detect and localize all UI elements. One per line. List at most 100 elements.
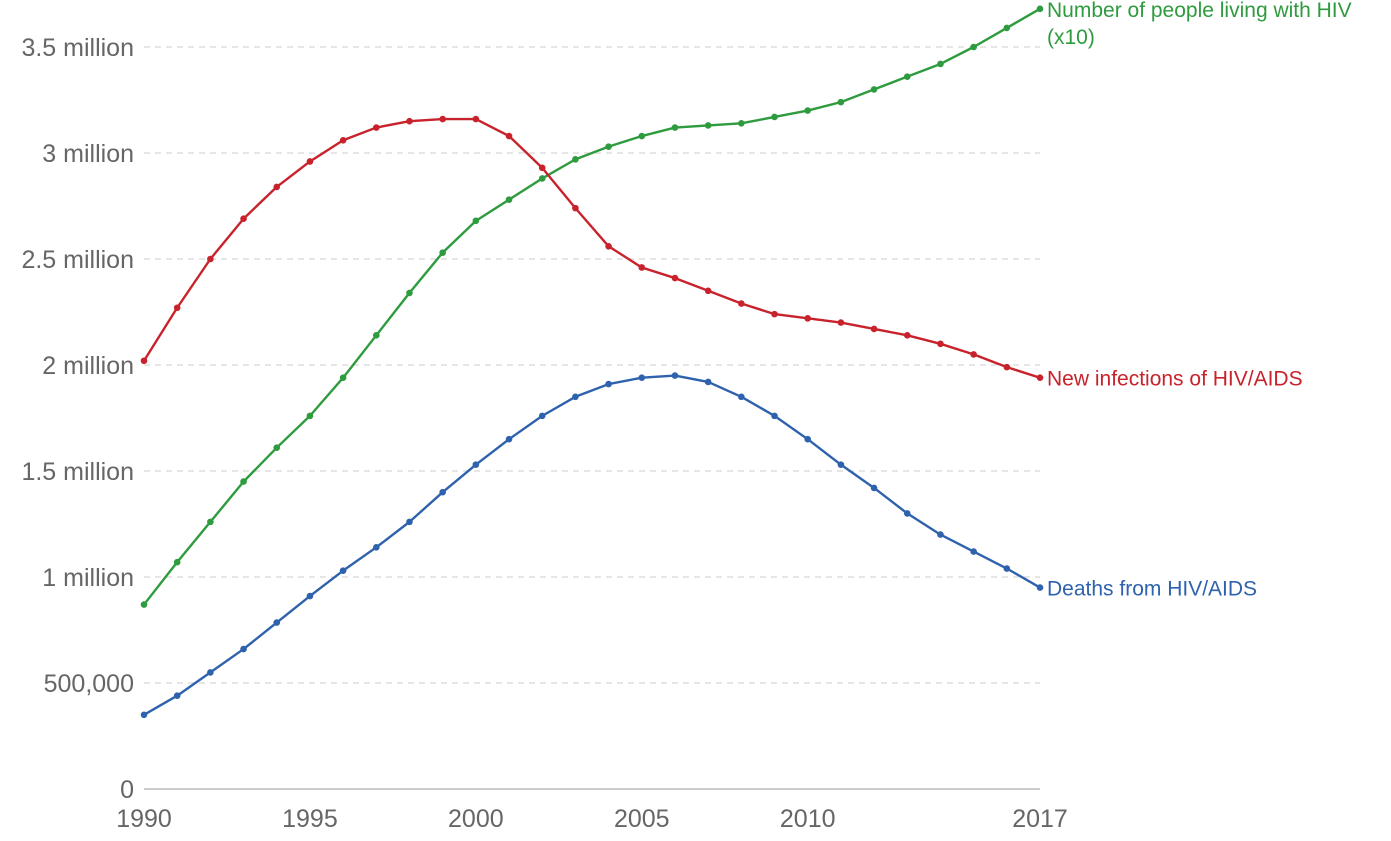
data-point[interactable] [605,380,612,388]
data-point[interactable] [837,98,845,106]
data-point[interactable] [439,488,446,496]
data-point[interactable] [870,86,878,93]
data-point[interactable] [439,115,446,123]
data-point[interactable] [704,287,712,295]
data-point[interactable] [870,484,878,492]
x-tick-label: 2017 [1012,805,1068,833]
data-point[interactable] [704,122,712,129]
data-point[interactable] [140,357,148,365]
data-point[interactable] [406,518,413,526]
data-point[interactable] [173,304,181,312]
x-tick-label: 2010 [780,805,836,833]
data-point[interactable] [372,544,380,551]
data-point[interactable] [605,143,612,150]
data-point[interactable] [937,531,944,538]
data-point[interactable] [1003,363,1011,371]
data-point[interactable] [538,164,546,172]
data-point[interactable] [771,113,778,121]
data-point[interactable] [1036,584,1044,591]
data-point[interactable] [638,132,646,140]
data-point[interactable] [638,374,646,382]
data-point[interactable] [671,372,679,379]
data-point[interactable] [207,255,214,263]
data-point[interactable] [207,518,214,526]
y-tick-label: 500,000 [44,670,134,698]
series-line [142,117,1041,379]
data-point[interactable] [140,601,148,608]
data-point[interactable] [970,43,977,51]
series-line [143,374,1041,716]
data-point[interactable] [538,175,546,182]
data-point[interactable] [538,412,546,420]
data-point[interactable] [472,461,480,468]
data-point[interactable] [240,645,247,653]
data-point[interactable] [738,300,745,307]
data-point[interactable] [372,124,380,131]
data-point[interactable] [970,548,977,555]
data-point[interactable] [339,136,347,144]
x-tick-label: 1995 [282,805,338,833]
data-point[interactable] [1003,24,1011,32]
data-point[interactable] [671,274,679,282]
data-point[interactable] [240,215,247,223]
data-point[interactable] [273,619,281,626]
series-label: (x10) [1047,26,1095,49]
data-point[interactable] [406,117,413,125]
series-labels: Number of people living with HIV (x10) New… [1047,0,1352,601]
data-point[interactable] [339,374,347,382]
data-point[interactable] [903,510,911,517]
data-point[interactable] [505,132,513,140]
data-point[interactable] [406,289,413,297]
data-point[interactable] [306,158,314,165]
data-point[interactable] [472,217,480,225]
data-point[interactable] [837,319,845,326]
data-point[interactable] [140,711,148,719]
data-point[interactable] [937,60,944,68]
data-point[interactable] [339,567,347,574]
data-point[interactable] [273,444,281,451]
data-point[interactable] [240,478,247,485]
data-point[interactable] [207,669,214,676]
data-point[interactable] [804,107,812,114]
data-point[interactable] [704,378,712,386]
data-point[interactable] [638,264,646,271]
data-point[interactable] [671,124,679,131]
data-point[interactable] [804,315,812,322]
data-point[interactable] [738,120,745,127]
data-point[interactable] [937,340,944,348]
series-label: New infections of HIV/AIDS [1047,368,1303,391]
data-point[interactable] [173,558,181,566]
data-point[interactable] [738,393,745,401]
data-point[interactable] [771,310,778,318]
data-point[interactable] [1003,565,1011,572]
data-point[interactable] [273,183,281,191]
series-line [143,7,1041,606]
x-axis: 1990 1995 2000 2005 2010 2017 [116,805,1068,833]
data-point[interactable] [472,115,480,123]
data-point[interactable] [439,249,446,256]
data-point[interactable] [771,412,778,420]
data-point[interactable] [173,692,181,700]
data-point[interactable] [306,412,314,420]
data-point[interactable] [1036,374,1044,382]
data-point[interactable] [837,461,845,468]
x-tick-label: 1990 [116,805,172,833]
y-tick-label: 0 [120,776,134,804]
data-point[interactable] [505,435,513,443]
data-point[interactable] [1036,5,1044,13]
x-tick-label: 2005 [614,805,670,833]
data-point[interactable] [572,204,579,212]
series-1 [140,115,1044,382]
data-point[interactable] [903,73,911,80]
data-point[interactable] [870,325,878,333]
data-point[interactable] [572,156,579,163]
data-point[interactable] [505,196,513,203]
data-point[interactable] [306,592,314,600]
y-tick-label: 2 million [42,352,134,380]
data-point[interactable] [804,435,812,443]
data-point[interactable] [605,242,612,250]
data-point[interactable] [970,351,977,358]
data-point[interactable] [372,332,380,339]
data-point[interactable] [903,332,911,339]
data-point[interactable] [572,393,579,401]
